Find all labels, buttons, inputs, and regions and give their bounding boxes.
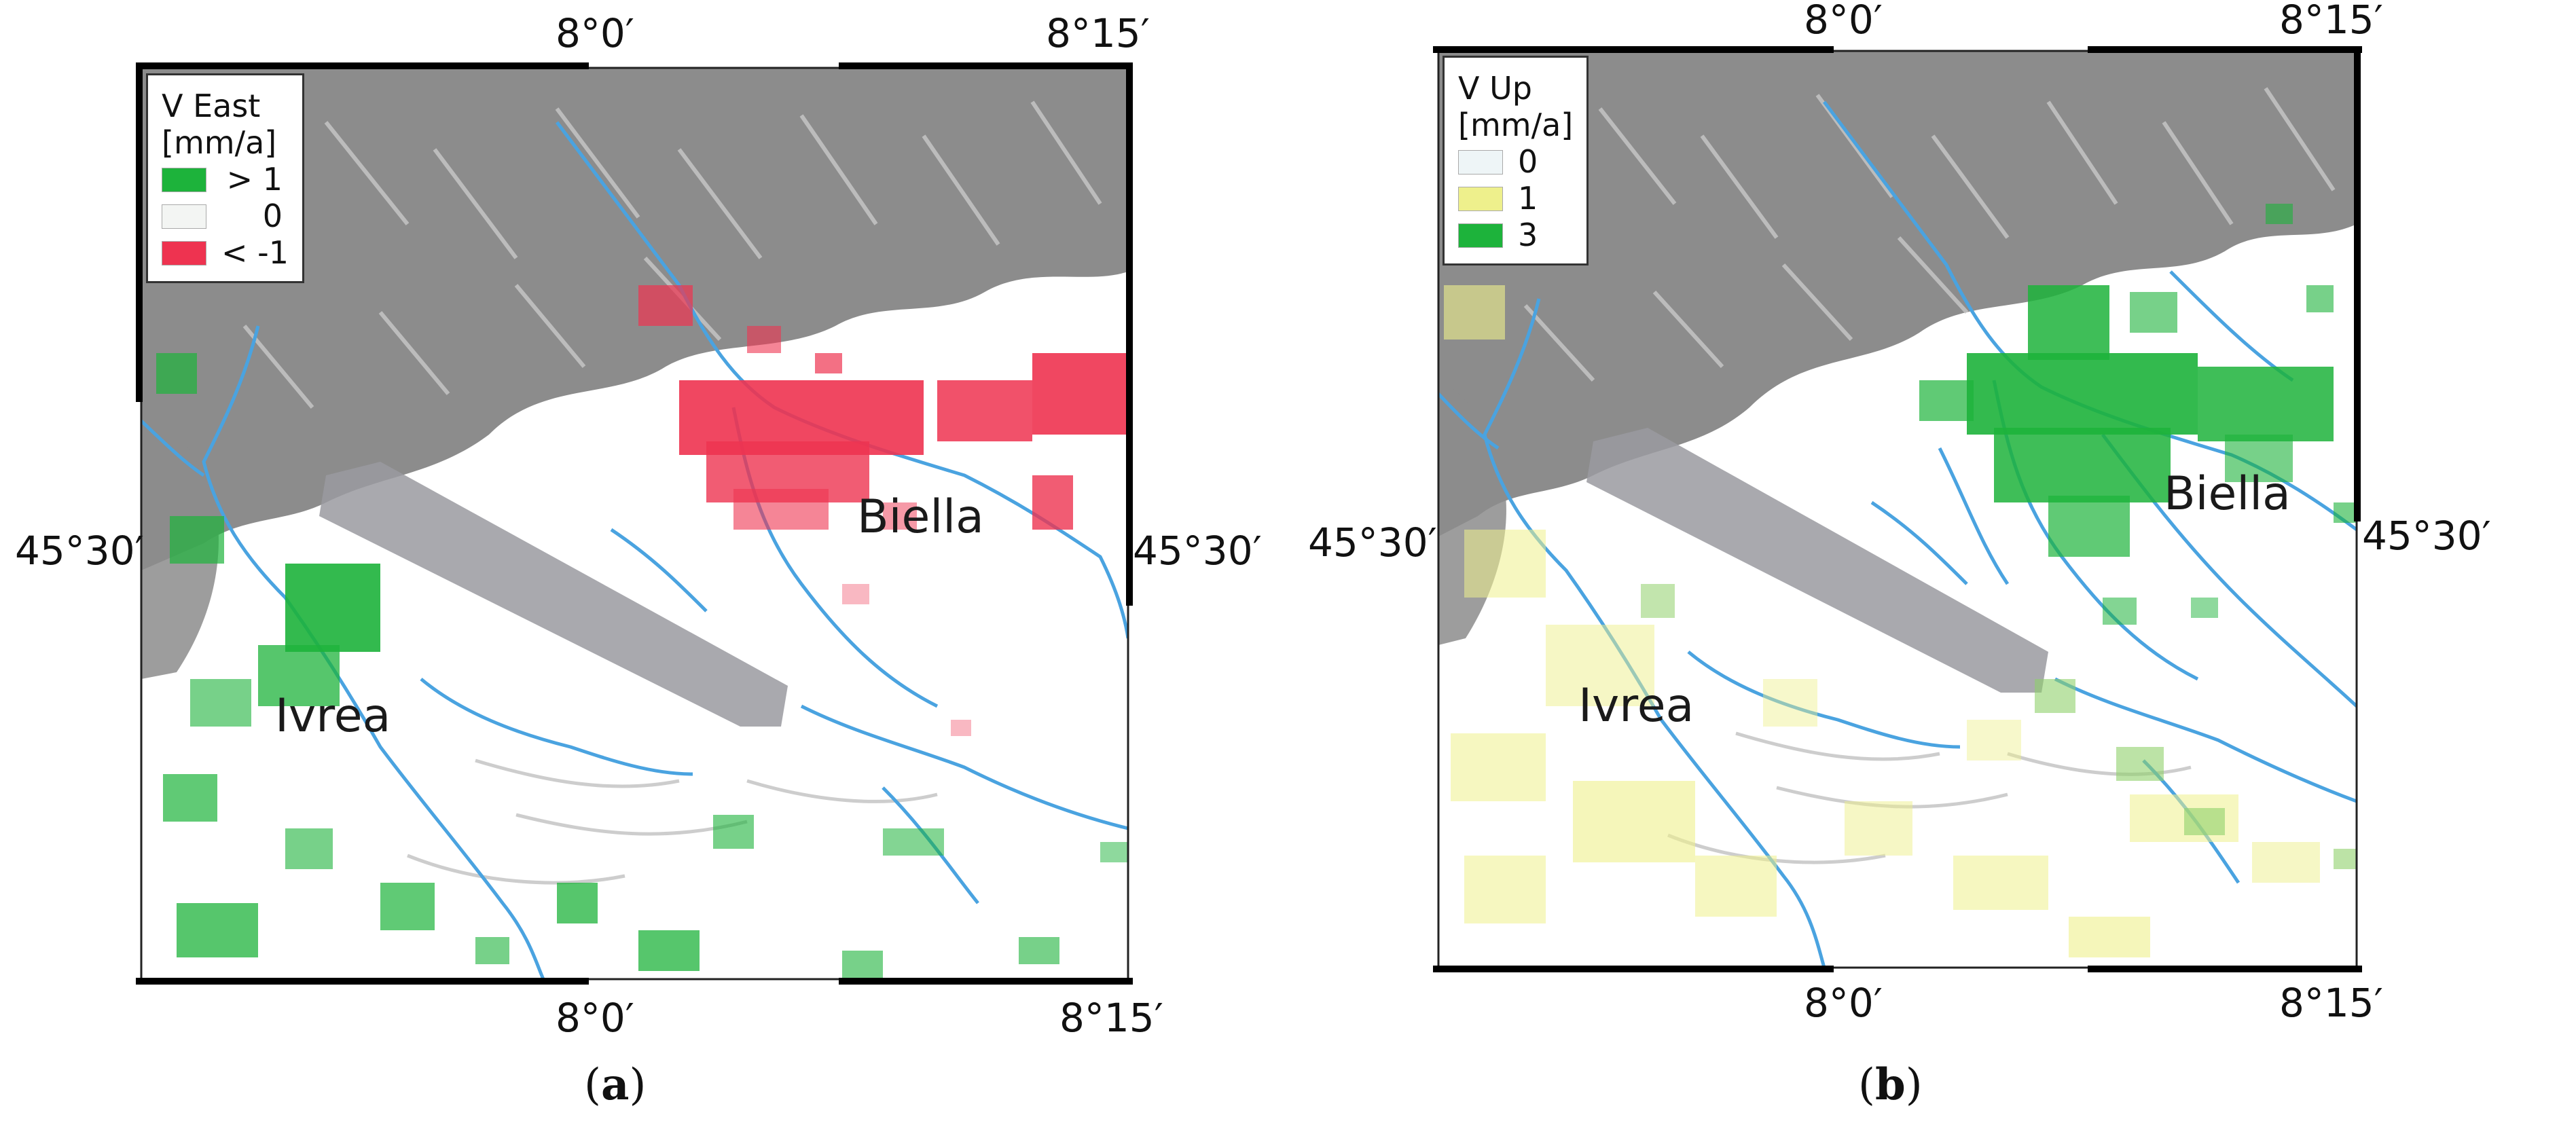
foothill-hatching	[407, 758, 938, 885]
legend-item: 1	[1458, 180, 1573, 217]
bottom-tick-label: 8°0′	[556, 995, 634, 1041]
legend-label: 1	[1518, 180, 1538, 217]
legend-swatch	[162, 240, 206, 265]
top-tick-label: 8°15′	[1046, 10, 1150, 56]
legend-swatch	[1458, 186, 1503, 211]
legend-swatch	[1458, 223, 1503, 248]
legend-swatch	[162, 167, 206, 192]
caption-letter: b	[1874, 1059, 1906, 1110]
city-label-ivrea: Ivrea	[275, 689, 391, 743]
map-a-canvas	[136, 62, 1133, 985]
legend-unit: [mm/a]	[162, 124, 277, 162]
panel-caption-b: (b)	[1858, 1059, 1923, 1110]
legend-label: < -1	[221, 234, 289, 272]
panel-caption-a: (a)	[584, 1059, 647, 1110]
city-label-biella: Biella	[857, 490, 984, 544]
map-a-frame-bars	[136, 62, 1133, 985]
right-lat-label: 45°30′	[1133, 528, 1262, 574]
velocity-cluster-positive	[156, 353, 1128, 979]
top-tick-label: 8°0′	[556, 10, 634, 56]
left-lat-label: 45°30′	[1308, 519, 1437, 566]
right-lat-label: 45°30′	[2362, 513, 2491, 559]
left-lat-label: 45°30′	[15, 528, 144, 574]
city-label-ivrea: Ivrea	[1578, 679, 1694, 733]
panel-a: 8°0′ 8°15′ 8°0′ 8°15′ 45°30′ 45°30′ Ivre…	[15, 10, 1262, 1110]
legend-title: V Up	[1458, 70, 1532, 107]
legend-swatch	[162, 204, 206, 229]
mountain-relief	[141, 68, 1128, 570]
legend-item: < -1	[162, 234, 289, 272]
bottom-tick-label: 8°0′	[1804, 980, 1883, 1026]
legend-item: 3	[1458, 217, 1573, 254]
velocity-cluster-uplift	[1919, 204, 2357, 625]
legend-title: V East	[162, 88, 261, 124]
city-label-biella: Biella	[2164, 467, 2291, 521]
legend-unit: [mm/a]	[1458, 107, 1574, 144]
map-b-frame-bars	[1433, 46, 2362, 972]
legend-item: 0	[162, 198, 289, 235]
bottom-tick-label: 8°15′	[2279, 980, 2383, 1026]
legend-item: > 1	[162, 161, 289, 198]
map-b-canvas	[1433, 46, 2362, 972]
legend-item: 0	[1458, 143, 1573, 181]
legend-v-east: V East [mm/a] > 1 0 < -1	[146, 73, 305, 283]
caption-letter: a	[600, 1059, 630, 1110]
serra-ridge-band	[1586, 428, 2048, 693]
serra-ridge-band	[319, 462, 788, 727]
top-tick-label: 8°15′	[2279, 0, 2383, 43]
panel-b: 8°0′ 8°15′ 8°0′ 8°15′ 45°30′ 45°30′ Ivre…	[1288, 0, 2576, 1136]
legend-label: 0	[1518, 143, 1538, 181]
legend-swatch	[1458, 149, 1503, 175]
legend-label: 3	[1518, 217, 1538, 254]
legend-v-up: V Up [mm/a] 0 1 3	[1443, 56, 1589, 265]
velocity-cluster-negative	[638, 285, 1128, 736]
mountain-relief	[1438, 51, 2357, 536]
legend-label: > 1	[226, 161, 283, 198]
top-tick-label: 8°0′	[1804, 0, 1883, 43]
legend-label: 0	[262, 198, 283, 235]
bottom-tick-label: 8°15′	[1059, 995, 1163, 1041]
velocity-cluster-mid-uplift	[1641, 584, 2357, 869]
